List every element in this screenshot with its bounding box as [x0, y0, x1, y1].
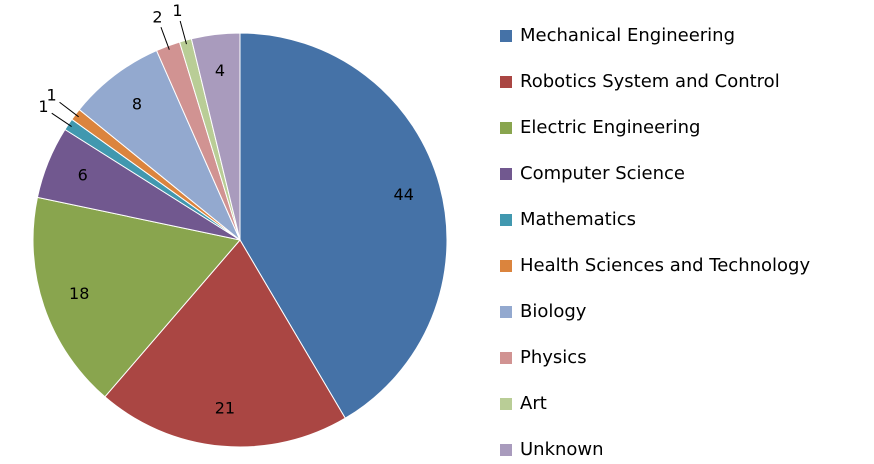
legend-swatch [500, 214, 512, 226]
leader-line [160, 27, 170, 50]
legend-swatch [500, 306, 512, 318]
data-label: 1 [47, 86, 57, 105]
data-label: 6 [78, 166, 88, 185]
legend-swatch [500, 352, 512, 364]
legend-label: Electric Engineering [520, 117, 700, 138]
legend-label: Unknown [520, 439, 604, 460]
pie-slice [190, 32, 241, 241]
leader-line [179, 20, 187, 45]
legend-swatch [500, 30, 512, 42]
data-label: 4 [215, 61, 225, 80]
leader-line [59, 101, 79, 118]
legend-label: Computer Science [520, 163, 685, 184]
data-label: 1 [38, 97, 48, 116]
data-label: 1 [172, 1, 182, 20]
leader-line [51, 112, 72, 128]
data-label: 44 [394, 185, 414, 204]
pie-slice [78, 49, 241, 241]
legend-swatch [500, 76, 512, 88]
legend-label: Art [520, 393, 547, 414]
legend-swatch [500, 122, 512, 134]
legend-swatch [500, 168, 512, 180]
legend-label: Robotics System and Control [520, 71, 780, 92]
legend-label: Health Sciences and Technology [520, 255, 810, 276]
data-label: 8 [132, 95, 142, 114]
data-label: 21 [215, 399, 235, 418]
data-label: 18 [69, 284, 89, 303]
legend-swatch [500, 398, 512, 410]
legend-label: Biology [520, 301, 587, 322]
legend-label: Mechanical Engineering [520, 25, 735, 46]
data-label: 2 [152, 7, 162, 26]
legend-label: Physics [520, 347, 587, 368]
pie-slice [239, 32, 448, 419]
pie-slice [32, 196, 241, 398]
legend-swatch [500, 444, 512, 456]
legend-swatch [500, 260, 512, 272]
pie-slice [104, 239, 346, 448]
legend-label: Mathematics [520, 209, 636, 230]
